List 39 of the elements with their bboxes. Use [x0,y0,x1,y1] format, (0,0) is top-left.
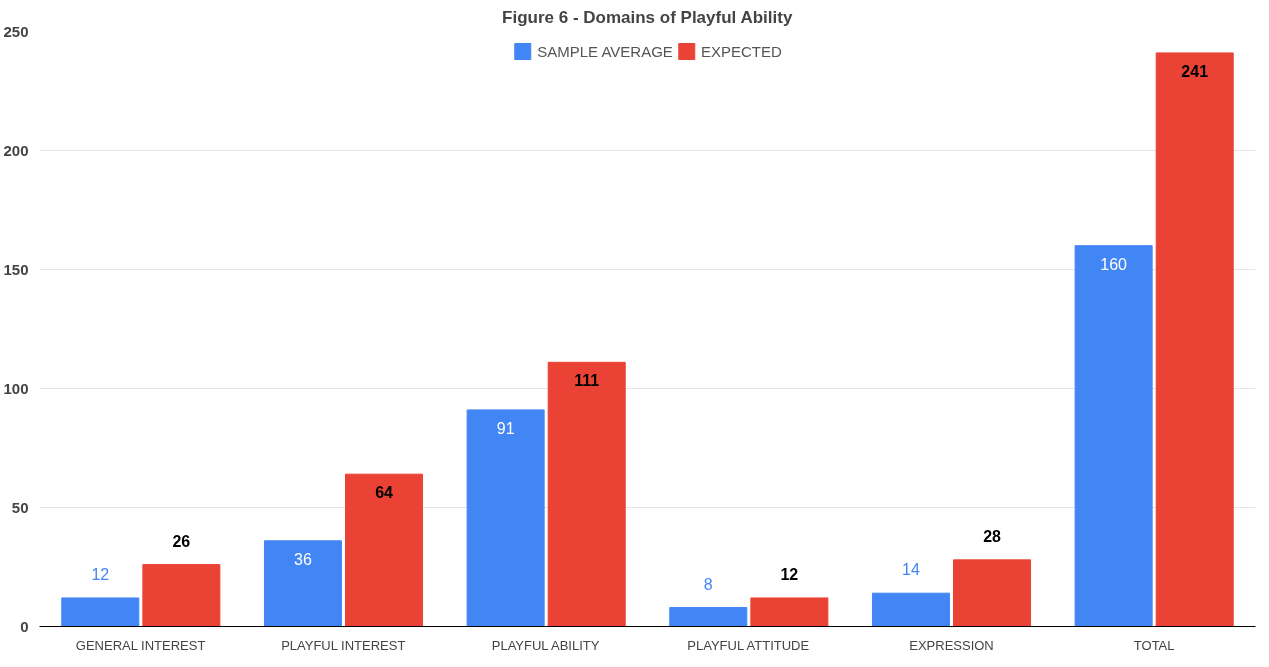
bar [953,559,1032,627]
legend-label: SAMPLE AVERAGE [537,42,673,60]
data-label: 28 [983,528,1002,546]
bar [263,540,342,627]
y-tick-label: 150 [3,260,29,278]
bar [61,597,140,627]
bar [1074,245,1153,627]
x-tick-label: PLAYFUL INTEREST [281,637,406,653]
x-tick-label: EXPRESSION [909,637,994,653]
y-tick-label: 50 [11,498,29,516]
y-tick-label: 0 [20,617,29,635]
bar [669,606,748,627]
data-label: 26 [172,532,191,550]
data-label: 8 [703,575,713,593]
y-tick-label: 250 [3,22,29,40]
bar [750,597,829,627]
data-label: 160 [1100,255,1128,273]
y-tick-label: 100 [3,379,29,397]
x-tick-label: TOTAL [1133,637,1175,653]
data-label: 241 [1181,62,1209,80]
y-tick-label: 200 [3,141,29,159]
bar [547,361,626,627]
data-label: 14 [902,561,920,579]
x-tick-label: PLAYFUL ABILITY [491,637,600,653]
data-label: 91 [496,419,515,437]
bar [871,592,950,627]
data-label: 64 [375,484,394,502]
data-label: 36 [294,550,312,568]
legend-label: EXPECTED [700,42,782,60]
bar [345,473,424,627]
x-tick-label: PLAYFUL ATTITUDE [687,637,810,653]
data-label: 12 [780,566,799,584]
bar [466,409,545,627]
data-label: 12 [91,566,110,584]
data-label: 111 [574,372,600,390]
x-tick-label: GENERAL INTEREST [75,637,206,653]
bar [1155,52,1234,627]
chart-title: Figure 6 - Domains of Playful Ability [502,7,793,27]
bar [142,564,221,627]
